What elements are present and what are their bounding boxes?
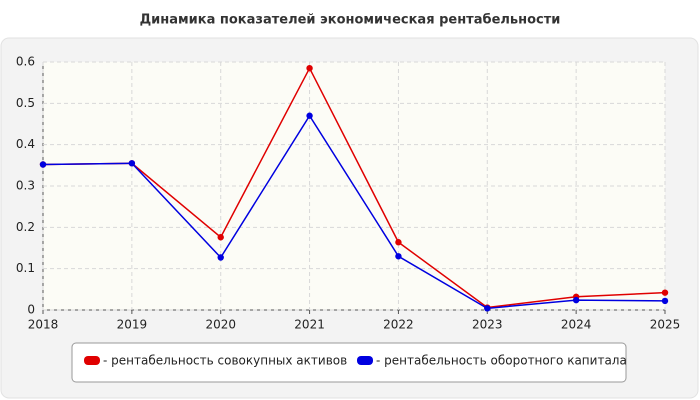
x-tick-label: 2022 — [383, 318, 414, 332]
x-tick-label: 2023 — [472, 318, 503, 332]
data-point — [395, 253, 402, 260]
data-point — [661, 289, 669, 296]
x-tick-label: 2019 — [117, 318, 148, 332]
data-point — [128, 160, 136, 167]
legend-swatch — [84, 356, 100, 365]
y-tick-label: 0.2 — [16, 220, 35, 234]
x-tick-label: 2024 — [561, 318, 592, 332]
data-point — [306, 65, 313, 72]
y-tick-label: 0.1 — [16, 261, 35, 275]
y-tick-label: 0.4 — [16, 137, 35, 151]
legend-label: - рентабельность оборотного капитала — [376, 354, 627, 368]
data-point — [395, 239, 402, 246]
data-point — [306, 112, 313, 119]
chart-title: Динамика показателей экономическая рента… — [140, 13, 561, 28]
legend-label: - рентабельность совокупных активов — [103, 354, 347, 368]
x-tick-label: 2021 — [294, 318, 325, 332]
legend — [71, 342, 627, 383]
data-point — [39, 161, 47, 168]
y-tick-label: 0.6 — [16, 55, 35, 69]
series-line — [42, 66, 666, 309]
x-tick-label: 2020 — [205, 318, 236, 332]
data-point — [217, 234, 224, 241]
x-tick-label: 2025 — [650, 318, 681, 332]
data-point — [661, 297, 669, 305]
x-tick-label: 2018 — [28, 318, 59, 332]
y-tick-label: 0.5 — [16, 96, 35, 110]
y-tick-label: 0 — [27, 303, 35, 317]
y-tick-label: 0.3 — [16, 179, 35, 193]
data-point — [572, 296, 580, 304]
legend-swatch — [357, 356, 373, 365]
series-line — [42, 114, 666, 310]
data-point — [217, 254, 224, 261]
data-point — [484, 305, 491, 312]
